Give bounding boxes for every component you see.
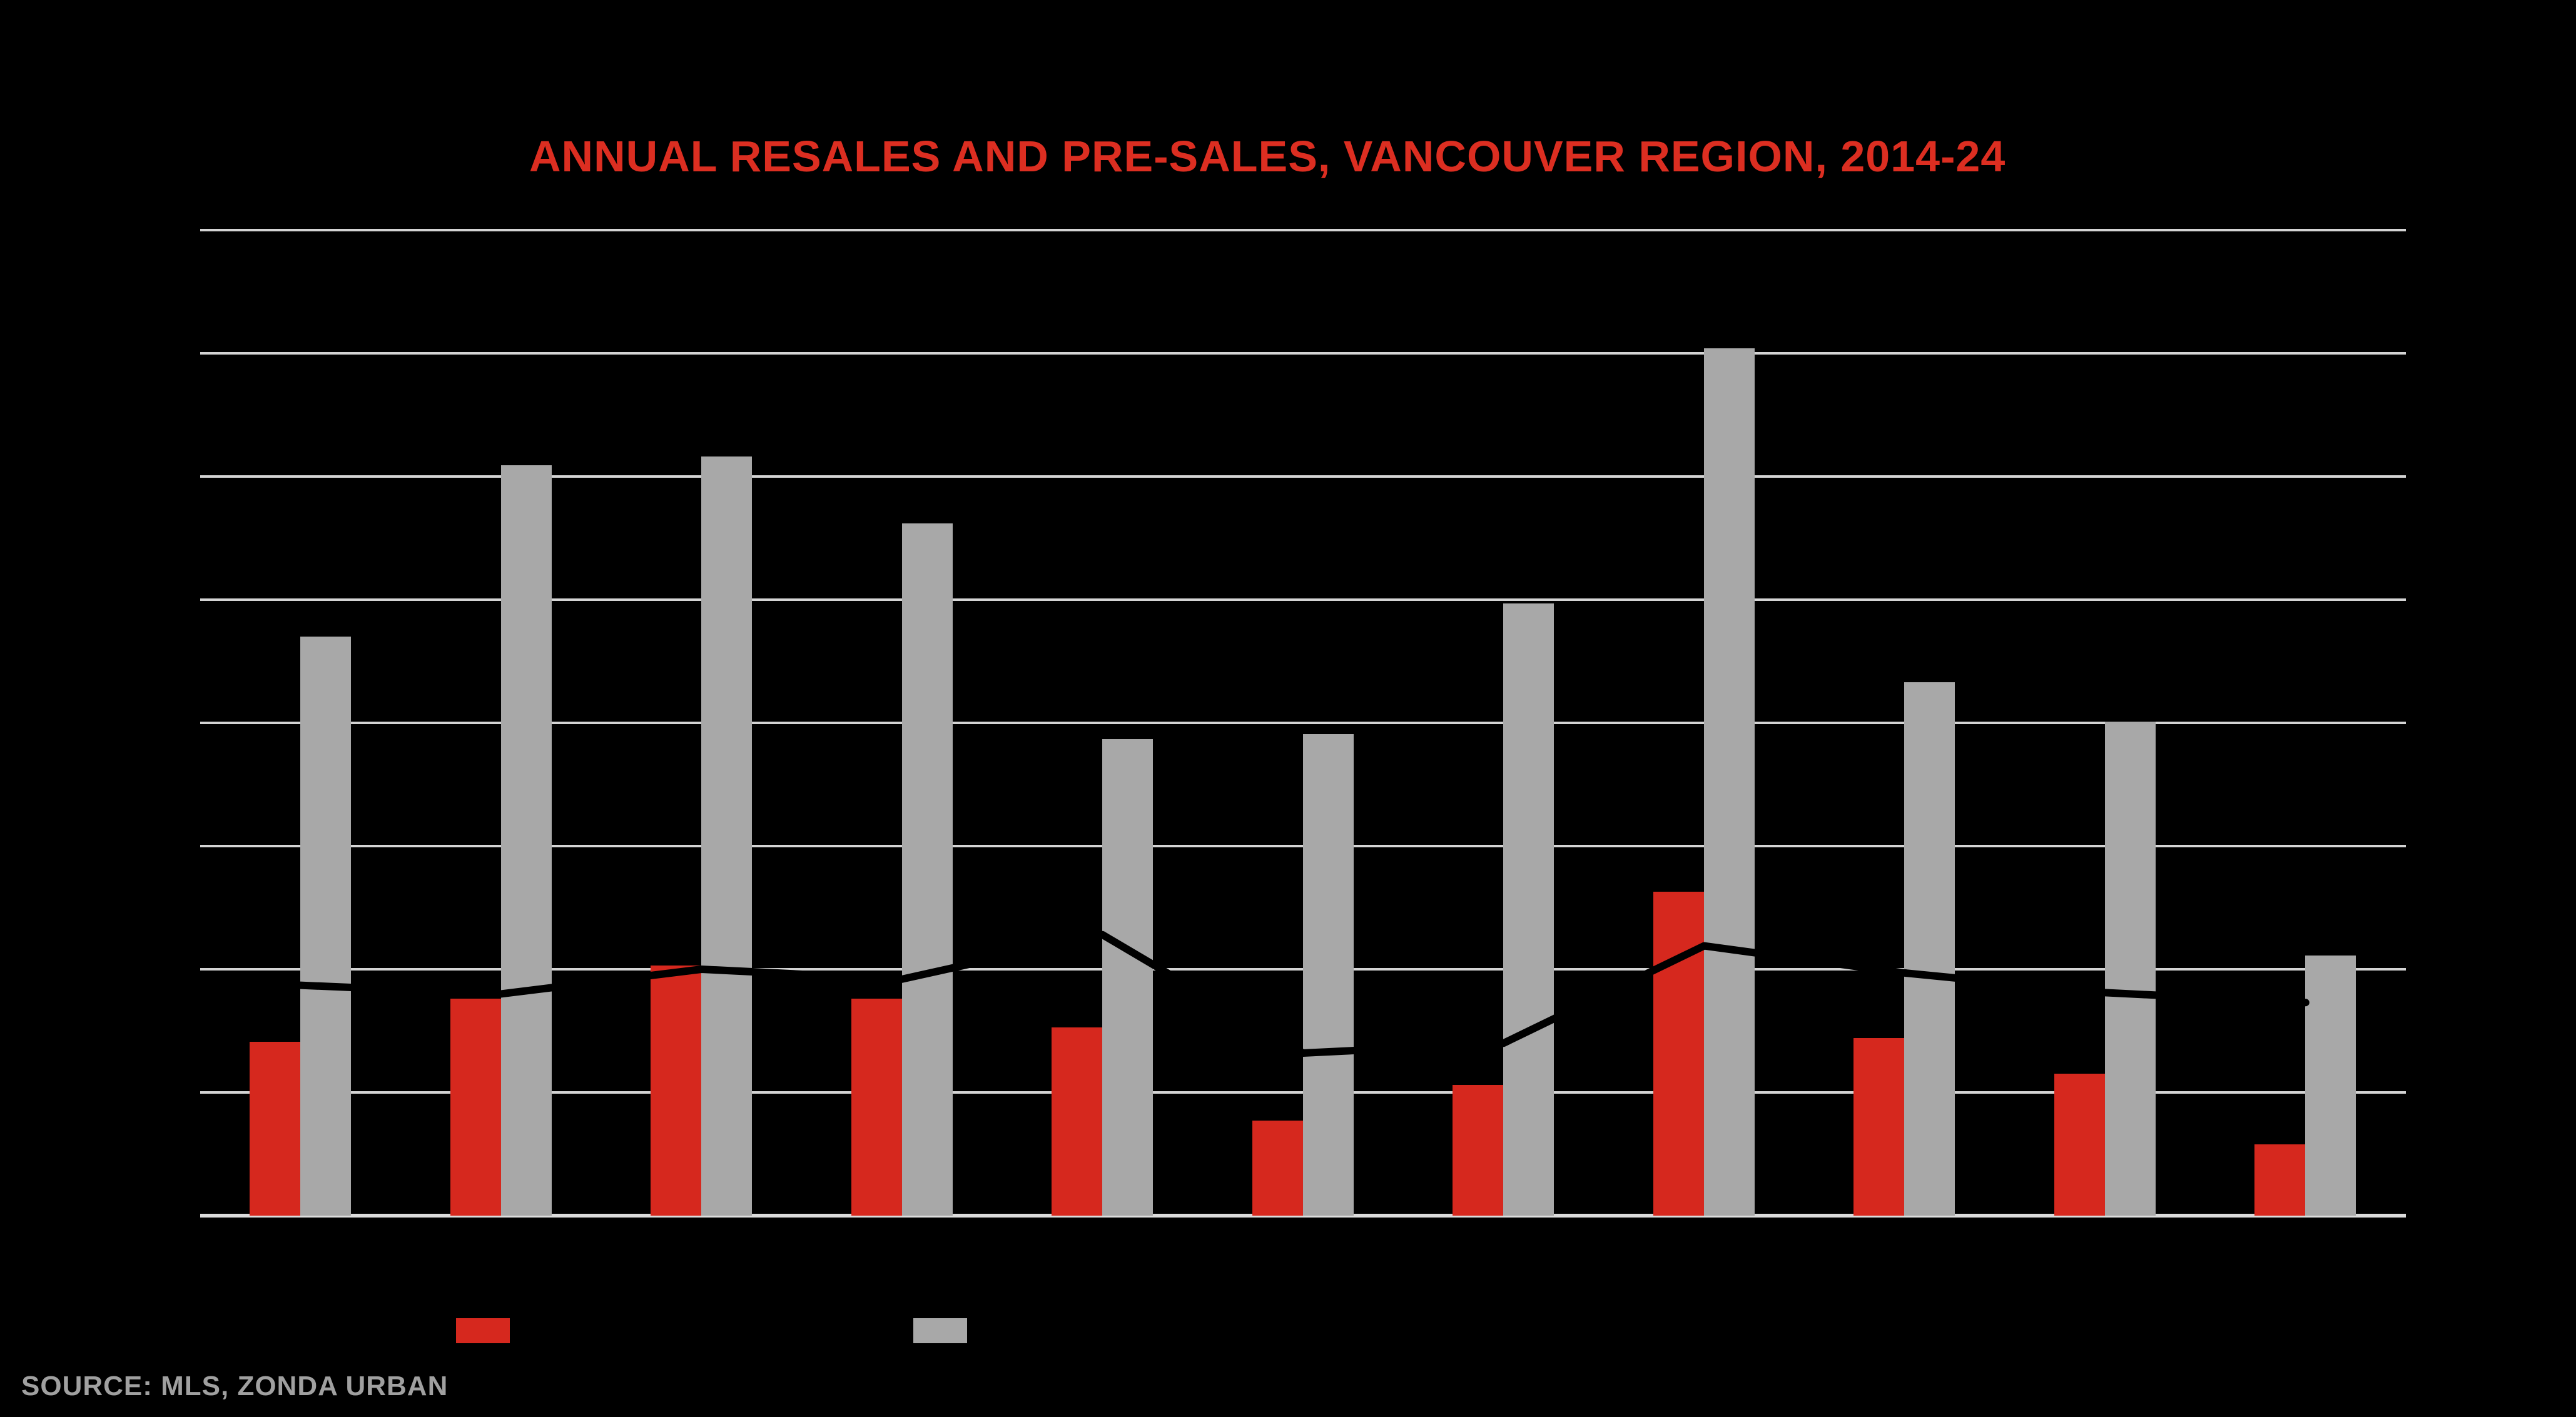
legend <box>0 1318 2576 1343</box>
gridline <box>200 598 2406 601</box>
bar-gray-2020 <box>1503 603 1554 1216</box>
bar-red-2023 <box>2054 1074 2105 1216</box>
bar-red-2016 <box>651 966 701 1216</box>
gridline <box>200 352 2406 355</box>
bar-gray-2024 <box>2305 956 2356 1216</box>
bar-gray-2023 <box>2105 722 2156 1216</box>
bar-gray-2014 <box>300 637 351 1216</box>
bar-red-2014 <box>250 1042 300 1216</box>
source-note: SOURCE: MLS, ZONDA URBAN <box>21 1371 449 1401</box>
bar-gray-2015 <box>501 465 552 1216</box>
bar-red-2021 <box>1653 892 1704 1216</box>
chart-title: ANNUAL RESALES AND PRE-SALES, VANCOUVER … <box>529 132 2006 181</box>
gridline <box>200 229 2406 231</box>
bar-gray-2018 <box>1102 739 1153 1216</box>
bar-gray-2022 <box>1904 682 1955 1216</box>
gridline <box>200 722 2406 724</box>
legend-swatch-gray <box>913 1318 967 1343</box>
bar-red-2020 <box>1453 1085 1503 1216</box>
gridline <box>200 475 2406 478</box>
bar-red-2015 <box>450 999 501 1216</box>
bar-gray-2017 <box>902 523 953 1216</box>
legend-swatch-red <box>456 1318 510 1343</box>
bar-red-2022 <box>1853 1038 1904 1216</box>
bar-red-2017 <box>851 999 902 1216</box>
bar-red-2024 <box>2254 1144 2305 1216</box>
bar-red-2018 <box>1052 1027 1102 1216</box>
bar-gray-2021 <box>1704 348 1755 1216</box>
plot-area <box>200 229 2406 1218</box>
bar-gray-2019 <box>1303 734 1354 1216</box>
bar-gray-2016 <box>701 456 752 1216</box>
bar-red-2019 <box>1252 1121 1303 1216</box>
x-axis-line <box>200 1214 2406 1218</box>
